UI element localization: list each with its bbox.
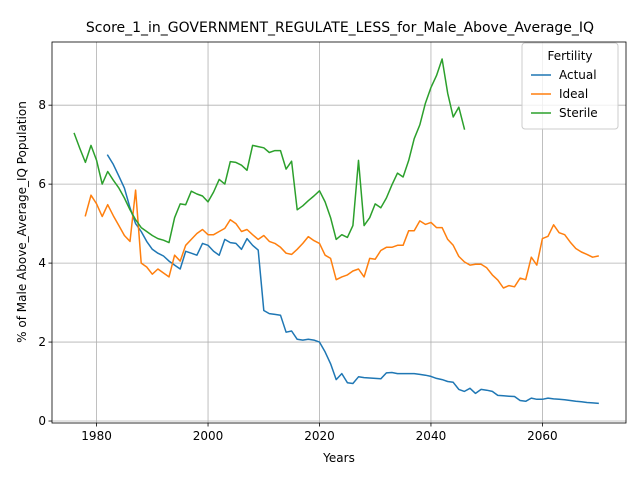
plot-frame (51, 41, 627, 424)
series-line-ideal (84, 189, 599, 289)
x-tick-label: 2060 (527, 429, 558, 443)
x-tick-label: 2040 (416, 429, 447, 443)
legend-label-sterile: Sterile (559, 106, 598, 120)
y-axis-label: % of Male Above_Average_IQ Population (15, 101, 29, 343)
x-tick-label: 2000 (193, 429, 224, 443)
legend-label-actual: Actual (559, 68, 597, 82)
x-tick-label: 2020 (304, 429, 335, 443)
legend-title: Fertility (547, 49, 592, 63)
legend-label-ideal: Ideal (559, 87, 588, 101)
legend-entries: Actual Ideal Sterile (531, 68, 598, 120)
series-line-actual (106, 154, 599, 405)
chart-title: Score_1_in_GOVERNMENT_REGULATE_LESS_for_… (86, 20, 594, 36)
y-tick-label: 2 (38, 335, 46, 349)
y-tick-label: 0 (38, 414, 46, 428)
series-lines (73, 58, 599, 405)
y-tick-label: 8 (38, 98, 46, 112)
legend: Fertility Actual Ideal Sterile (521, 42, 619, 130)
x-axis-ticks: 1980 2000 2020 2040 2060 (81, 423, 558, 443)
y-tick-label: 6 (38, 177, 46, 191)
series-line-sterile (73, 58, 466, 244)
legend-box (521, 42, 619, 130)
x-tick-label: 1980 (81, 429, 112, 443)
x-axis-label: Years (322, 451, 355, 465)
y-tick-label: 4 (38, 256, 46, 270)
y-axis-ticks: 0 2 4 6 8 (38, 98, 52, 428)
